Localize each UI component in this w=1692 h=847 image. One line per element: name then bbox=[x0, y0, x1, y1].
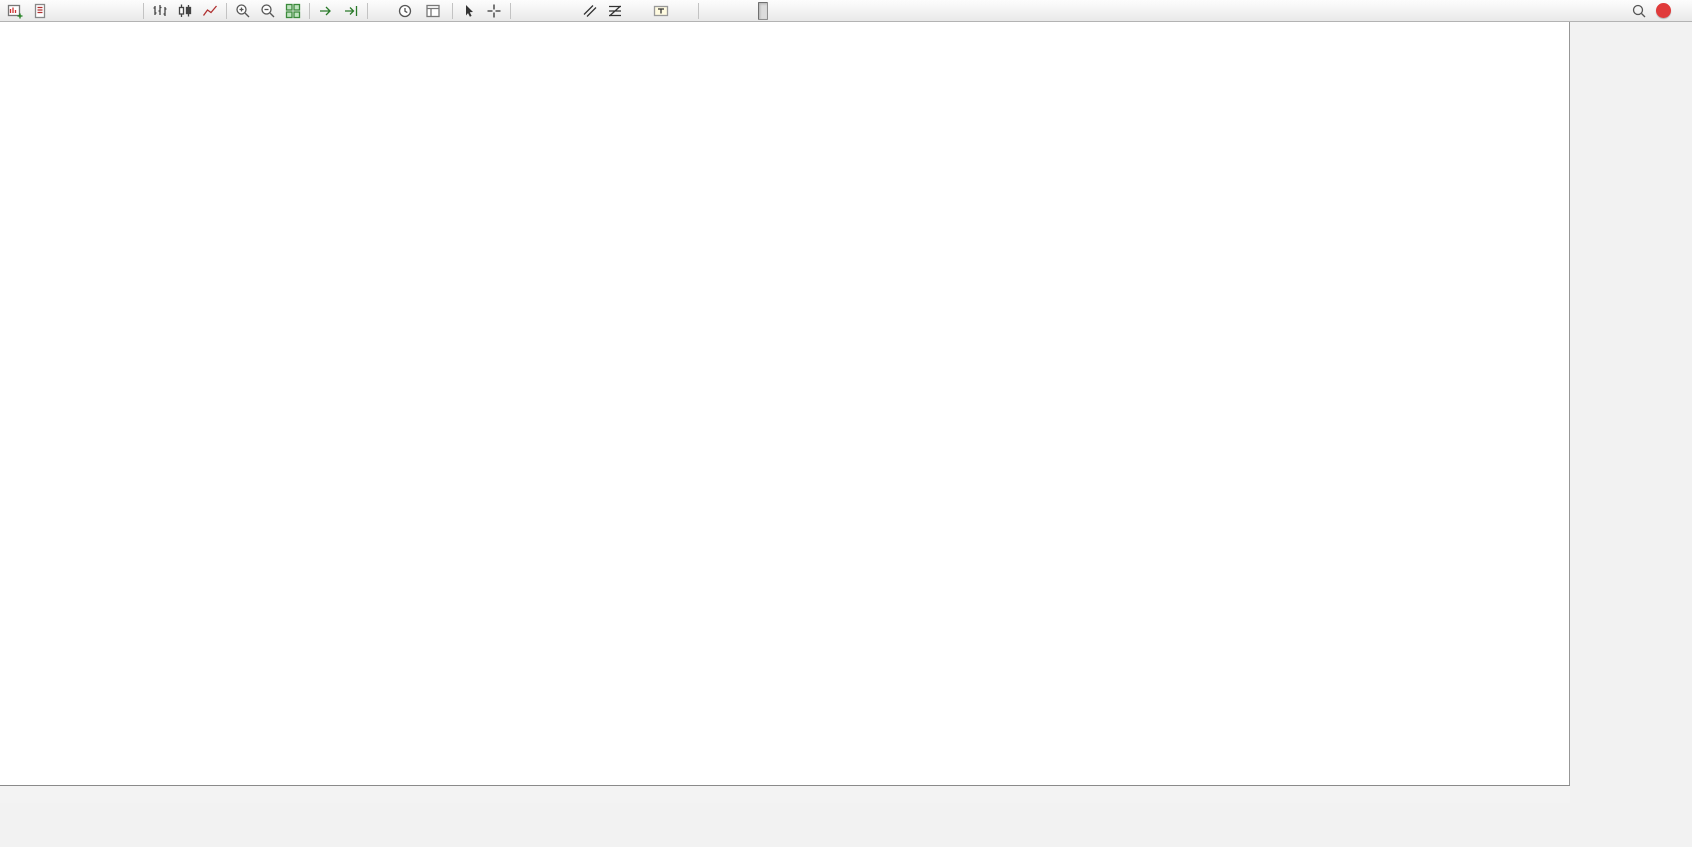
zoom-out-button[interactable] bbox=[256, 1, 280, 21]
fibonacci-button[interactable] bbox=[603, 1, 627, 21]
template-icon bbox=[426, 4, 440, 17]
trendline-button[interactable] bbox=[557, 1, 577, 21]
indicators-button[interactable] bbox=[372, 1, 392, 21]
search-button[interactable] bbox=[1627, 1, 1651, 21]
crosshair-icon bbox=[487, 4, 501, 17]
search-icon bbox=[1632, 4, 1646, 17]
timeframe-m5[interactable] bbox=[714, 2, 724, 20]
horizontal-line-button[interactable] bbox=[536, 1, 556, 21]
zoom-out-icon bbox=[261, 3, 275, 17]
text-label-icon bbox=[653, 5, 669, 16]
text-label-button[interactable] bbox=[649, 1, 673, 21]
channel-button[interactable] bbox=[578, 1, 602, 21]
timeframe-h4[interactable] bbox=[758, 1, 768, 20]
chart-shift-button[interactable] bbox=[339, 1, 363, 21]
toolbar-separator bbox=[510, 2, 511, 19]
tile-windows-button[interactable] bbox=[281, 1, 305, 21]
chart-shift-icon bbox=[345, 5, 358, 16]
new-order-button[interactable] bbox=[28, 1, 55, 21]
cursor-button[interactable] bbox=[457, 1, 481, 21]
periods-button[interactable] bbox=[393, 1, 420, 21]
tile-windows-icon bbox=[285, 3, 301, 18]
crosshair-button[interactable] bbox=[482, 1, 506, 21]
profile-button[interactable] bbox=[77, 1, 97, 21]
auto-scroll-icon bbox=[320, 6, 331, 15]
timeframe-w1[interactable] bbox=[780, 2, 790, 20]
timeframe-m30[interactable] bbox=[736, 2, 746, 20]
notification-badge[interactable] bbox=[1656, 3, 1671, 18]
arrows-button[interactable] bbox=[674, 1, 694, 21]
auto-scroll-button[interactable] bbox=[314, 1, 338, 21]
new-order-icon bbox=[34, 3, 46, 18]
new-chart-icon bbox=[7, 4, 23, 18]
candlestick-chart-button[interactable] bbox=[173, 1, 197, 21]
bar-chart-icon bbox=[153, 4, 167, 16]
market-button[interactable] bbox=[56, 1, 76, 21]
time-axis[interactable] bbox=[0, 785, 1570, 803]
line-chart-icon bbox=[202, 5, 217, 16]
cursor-icon bbox=[466, 4, 473, 17]
toolbar-separator bbox=[698, 2, 699, 19]
templates-button[interactable] bbox=[421, 1, 448, 21]
bar-chart-button[interactable] bbox=[148, 1, 172, 21]
main-toolbar bbox=[0, 0, 1692, 22]
community-button[interactable] bbox=[98, 1, 118, 21]
rsi-pane[interactable] bbox=[0, 692, 1570, 785]
text-button[interactable] bbox=[628, 1, 648, 21]
macd-pane[interactable] bbox=[0, 592, 1570, 692]
timeframe-h1[interactable] bbox=[747, 2, 757, 20]
timeframe-mn[interactable] bbox=[791, 2, 801, 20]
toolbar-separator bbox=[367, 2, 368, 19]
toolbar-separator bbox=[309, 2, 310, 19]
toolbar-separator bbox=[143, 2, 144, 19]
toolbar-separator bbox=[452, 2, 453, 19]
vertical-line-button[interactable] bbox=[515, 1, 535, 21]
new-chart-button[interactable] bbox=[3, 1, 27, 21]
timeframe-d1[interactable] bbox=[769, 2, 779, 20]
timeframe-m1[interactable] bbox=[703, 2, 713, 20]
toolbar-separator bbox=[226, 2, 227, 19]
chart-window bbox=[0, 22, 1570, 803]
fibonacci-icon bbox=[609, 5, 621, 16]
timeframe-m15[interactable] bbox=[725, 2, 735, 20]
line-chart-button[interactable] bbox=[198, 1, 222, 21]
channel-icon bbox=[583, 4, 597, 17]
price-chart[interactable] bbox=[0, 22, 1570, 592]
candlestick-chart-icon bbox=[178, 4, 192, 17]
clock-icon bbox=[398, 4, 412, 17]
zoom-in-button[interactable] bbox=[231, 1, 255, 21]
autotrade-button[interactable] bbox=[119, 1, 139, 21]
zoom-in-icon bbox=[236, 3, 250, 17]
